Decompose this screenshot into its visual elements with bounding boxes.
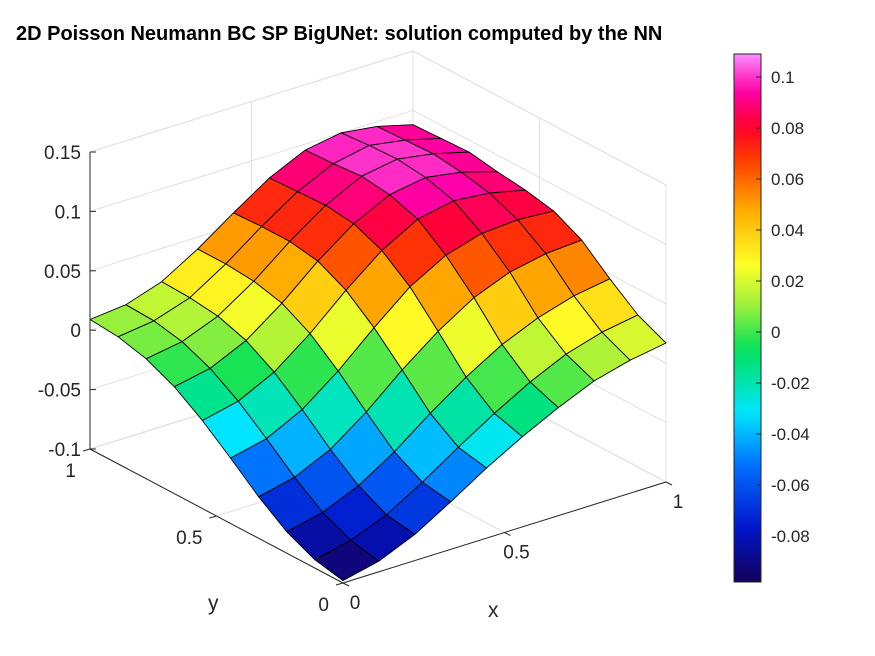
z-tick-label: 0.05 [44,262,81,283]
y-tick-label: 1 [65,461,76,482]
x-tick-label: 0 [350,593,361,614]
z-tick-label: 0 [70,321,81,342]
chart-title: 2D Poisson Neumann BC SP BigUNet: soluti… [16,23,662,45]
colorbar: -0.08 -0.06 -0.04 -0.02 0 0.02 0.04 0.06 0.08 0.1 [733,53,810,583]
x-tick-mark [665,481,673,486]
colorbar-tick-label: 0.1 [771,68,795,87]
y-tick-mark [209,515,217,519]
y-tick-label: 0 [318,595,329,616]
z-tick-label: 0.15 [44,143,81,164]
colorbar-tick-label: -0.04 [771,425,810,444]
z-tick-label: -0.05 [38,381,81,402]
x-tick-label: 0.5 [503,543,529,564]
x-axis-label: x [488,599,499,622]
y-tick-label: 0.5 [176,528,202,549]
z-tick-label: -0.1 [48,440,81,461]
z-tick-label: 0.1 [55,202,81,223]
surface-patch [601,314,667,361]
y-tick-mark [82,448,91,452]
surface-mesh [89,124,667,582]
x-tick-mark [504,532,511,536]
y-tick-mark [335,582,344,586]
y-axis-label: y [208,592,219,615]
colorbar-tick-label: 0 [771,323,780,342]
x-tick-mark [342,582,350,587]
colorbar-tick-label: 0.04 [771,221,804,240]
colorbar-gradient [733,53,762,583]
colorbar-tick-label: -0.08 [771,527,810,546]
colorbar-tick-label: 0.02 [771,272,804,291]
colorbar-tick-label: -0.06 [771,476,810,495]
colorbar-tick-label: 0.08 [771,119,804,138]
x-tick-label: 1 [673,492,684,513]
colorbar-tick-label: 0.06 [771,170,804,189]
colorbar-tick-label: -0.02 [771,374,810,393]
